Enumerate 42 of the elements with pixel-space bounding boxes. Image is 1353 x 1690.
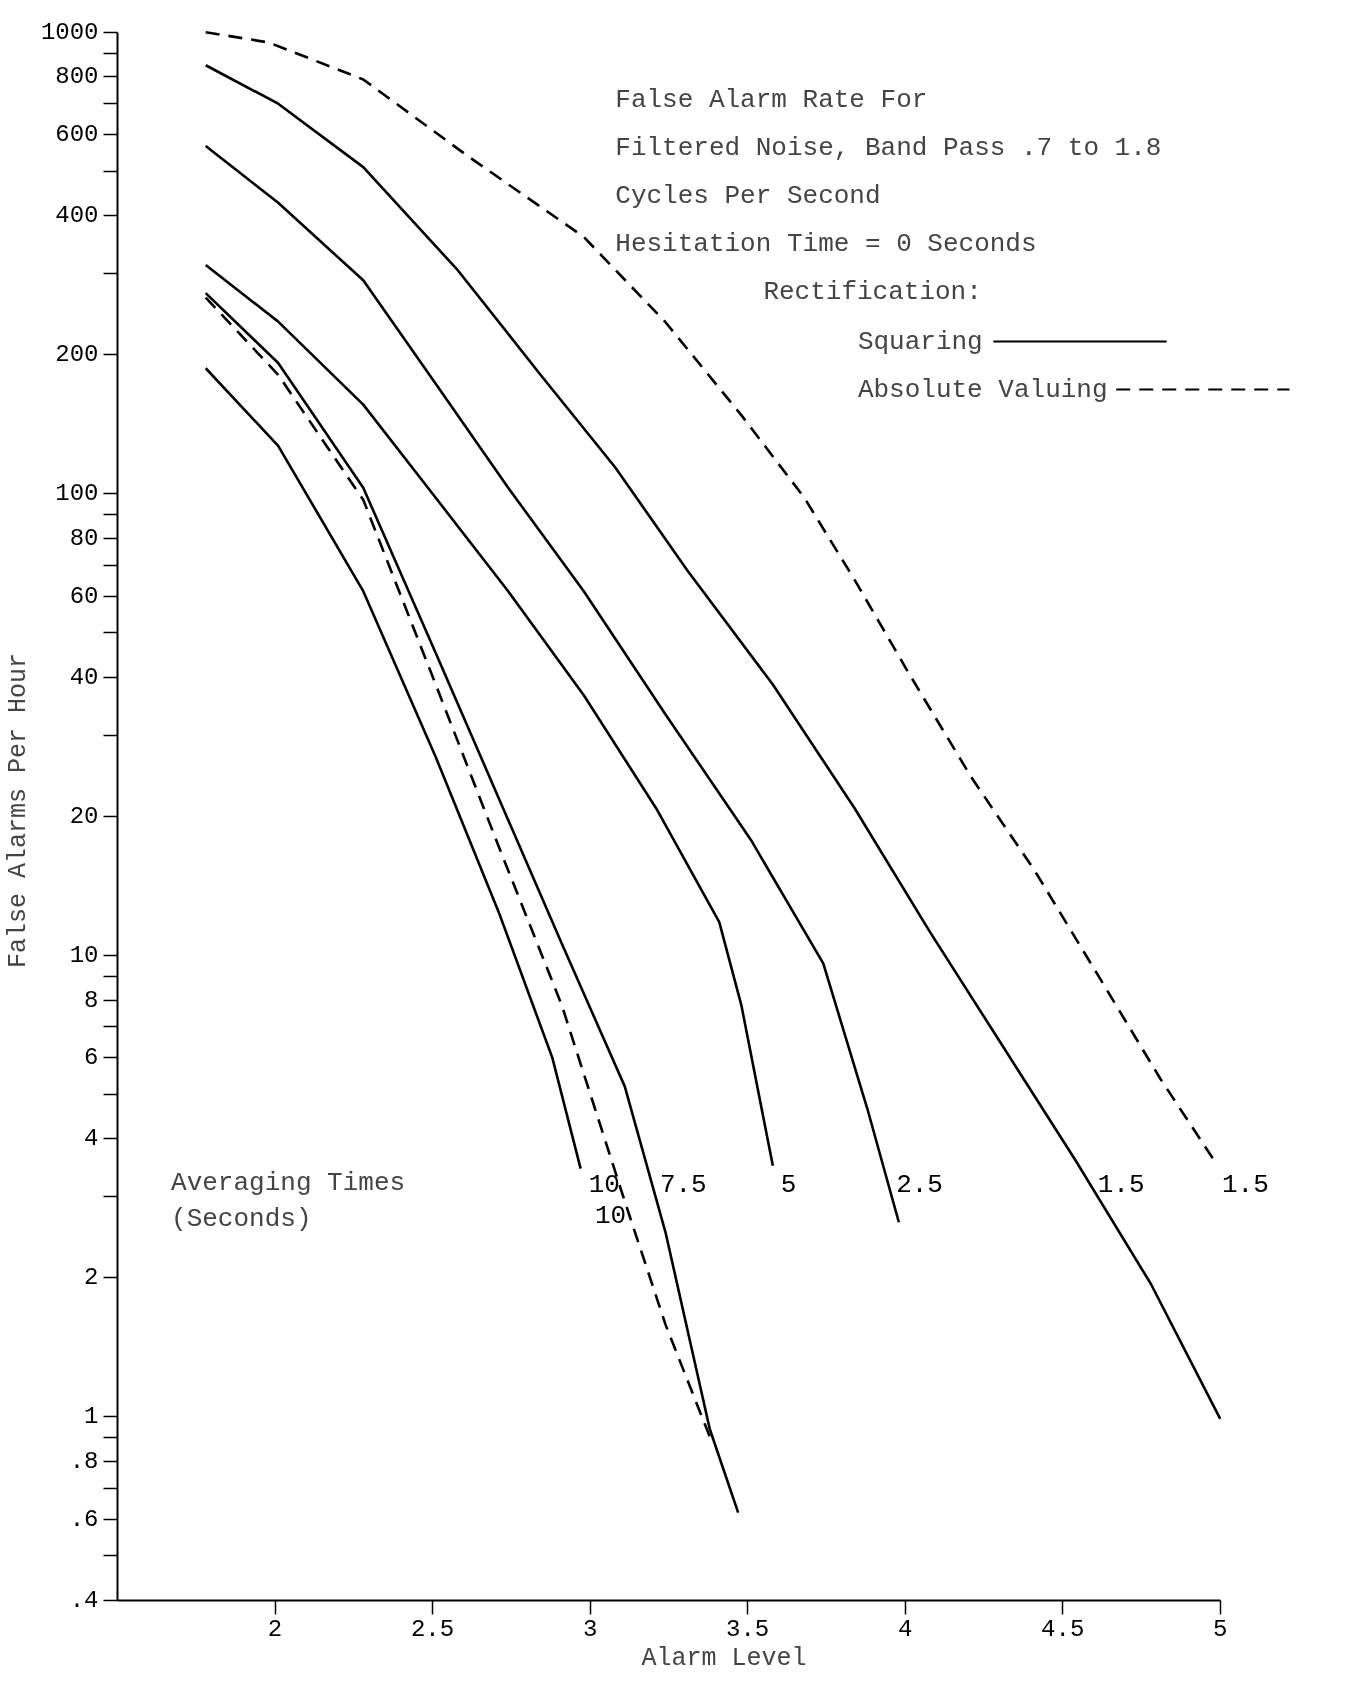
y-tick-label: 1 [84, 1403, 99, 1431]
x-tick-label: 2.5 [410, 1615, 455, 1643]
y-tick-label: 600 [55, 121, 99, 149]
y-tick-label: 20 [69, 802, 99, 830]
y-tick-label: 200 [55, 341, 99, 369]
annotation: Absolute Valuing [857, 374, 1108, 405]
y-tick-label: 8 [84, 986, 99, 1014]
series-label: 7.5 [659, 1170, 707, 1201]
x-tick-label: 2 [267, 1615, 283, 1643]
y-tick-label: 40 [69, 663, 99, 691]
y-tick-label: 800 [55, 63, 99, 91]
x-axis-title: Alarm Level [641, 1643, 807, 1673]
y-tick-label: 4 [84, 1125, 99, 1153]
x-tick-label: 4 [897, 1615, 913, 1643]
y-tick-label: .6 [69, 1505, 99, 1533]
y-tick-label: .8 [69, 1448, 99, 1476]
y-tick-label: 60 [69, 582, 99, 610]
line-series [204, 30, 1216, 1162]
annotation: Averaging Times (Seconds) [171, 1167, 406, 1234]
y-tick-label: 6 [84, 1044, 99, 1072]
legend-title: Rectification: [763, 276, 982, 307]
annotation: Squaring [857, 326, 983, 357]
x-tick-label: 3.5 [726, 1615, 770, 1643]
x-tick-label: 5 [1213, 1615, 1228, 1643]
y-tick-label: 2 [84, 1264, 99, 1292]
series-label: 5 [780, 1170, 797, 1201]
x-tick-label: 4.5 [1041, 1615, 1085, 1643]
series-label: 1.5 [1221, 1170, 1269, 1201]
series-label: 10 [588, 1170, 620, 1201]
y-tick-label: 400 [55, 202, 99, 230]
series-label: 1.5 [1097, 1170, 1145, 1201]
series-label: 2.5 [896, 1170, 943, 1201]
y-axis-title: False Alarms Per Hour [3, 652, 33, 969]
y-tick-label: 80 [69, 524, 99, 552]
y-tick-label: 10 [69, 941, 99, 969]
text: False Alarm Rate For Filtered Noise, Band Pass .7 to 1.8 Cycles Per Second Hesitation Time = 0 Seconds [615, 84, 1162, 259]
line-series [204, 366, 582, 1170]
y-tick-label: .4 [69, 1587, 99, 1614]
y-tick-label: 1000 [40, 18, 99, 46]
series-label: 10 [595, 1201, 627, 1232]
x-tick-label: 3 [582, 1615, 598, 1643]
y-tick-label: 100 [55, 480, 99, 508]
